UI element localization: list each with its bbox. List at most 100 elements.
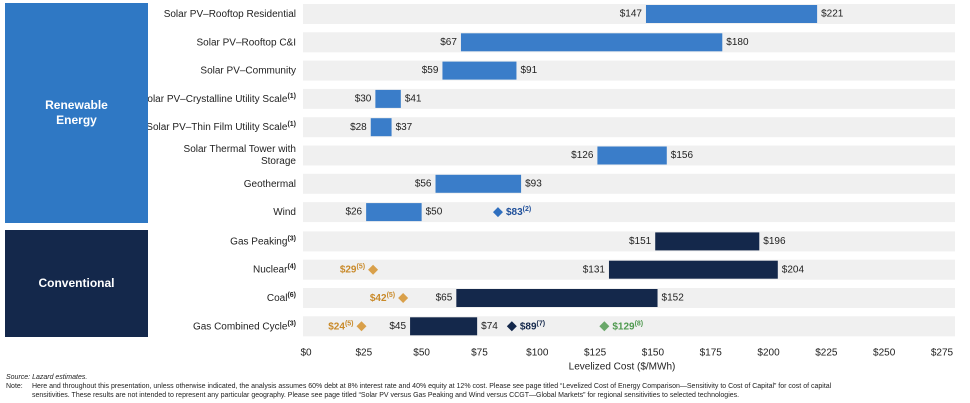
low-label: $59 [422, 65, 439, 76]
marker-label: $42(5) [370, 292, 395, 304]
range-bar [435, 174, 522, 193]
low-label: $65 [436, 293, 453, 304]
row-band [303, 60, 955, 81]
category-label: Solar Thermal Tower with [184, 144, 296, 155]
footnote: (1) [287, 121, 296, 128]
footnote: (2) [523, 206, 532, 213]
category-label: Wind [273, 207, 296, 218]
group-box: Conventional [5, 230, 148, 338]
footnote: (3) [287, 320, 296, 327]
category-text: Solar PV–Crystalline Utility Scale [141, 94, 288, 105]
low-label: $126 [571, 150, 594, 161]
high-label: $74 [481, 321, 498, 332]
marker [599, 321, 610, 332]
group-label: Renewable Energy [45, 98, 108, 128]
high-label: $50 [426, 207, 443, 218]
group-box: Renewable Energy [5, 3, 148, 224]
marker-value: $83 [506, 207, 523, 218]
low-label: $151 [629, 236, 652, 247]
range-bar [460, 33, 723, 52]
marker [398, 293, 409, 303]
marker-value: $129 [612, 321, 635, 332]
x-tick-label: $250 [873, 348, 896, 359]
range-bar [375, 89, 401, 108]
category-label: Solar PV–Thin Film Utility Scale(1) [146, 121, 296, 133]
marker-value: $42 [370, 293, 387, 304]
high-label: $152 [662, 293, 685, 304]
range-bar [597, 146, 667, 165]
x-tick-label: $50 [413, 348, 430, 359]
note-label: Note: [6, 383, 23, 390]
marker-value: $24 [328, 321, 345, 332]
high-label: $93 [525, 178, 542, 189]
high-label: $196 [763, 236, 786, 247]
low-label: $147 [620, 9, 643, 20]
range-bar [645, 5, 818, 23]
category-label: Gas Combined Cycle(3) [193, 320, 296, 332]
marker [356, 321, 367, 332]
footnote: (8) [635, 320, 644, 327]
marker-label: $29(5) [340, 264, 365, 276]
range-bar [608, 260, 778, 279]
range-bar [655, 232, 760, 251]
group-label: Conventional [38, 276, 115, 291]
marker-value: $29 [340, 264, 357, 275]
range-bar [442, 61, 517, 80]
category-text: Wind [273, 207, 296, 218]
category-text: Solar PV–Rooftop Residential [164, 9, 296, 20]
footnote: (3) [287, 235, 296, 242]
low-label: $131 [583, 264, 606, 275]
category-text: Coal [267, 293, 288, 304]
high-label: $221 [821, 9, 844, 20]
high-label: $41 [405, 94, 422, 105]
footnote: (5) [345, 320, 354, 327]
range-bar [366, 203, 422, 222]
x-tick-label: $175 [700, 348, 723, 359]
x-tick-label: $100 [526, 348, 549, 359]
category-label: Solar PV–Community [200, 65, 296, 76]
marker-label: $129(8) [612, 320, 643, 332]
x-tick-label: $275 [931, 348, 954, 359]
range-bar [370, 118, 392, 137]
category-label: Storage [261, 156, 296, 167]
low-label: $26 [345, 207, 362, 218]
marker [506, 321, 517, 332]
source: Source: Lazard estimates. [6, 374, 87, 381]
row-band [303, 88, 955, 109]
category-label: Solar PV–Crystalline Utility Scale(1) [141, 93, 296, 105]
category-text: Solar PV–Thin Film Utility Scale [146, 122, 288, 133]
x-tick-label: $125 [584, 348, 607, 359]
range-bar [456, 289, 658, 307]
footnote: (7) [537, 320, 546, 327]
high-label: $180 [726, 37, 749, 48]
category-text: Gas Peaking [230, 236, 287, 247]
x-tick-label: $25 [355, 348, 372, 359]
row-band [303, 173, 955, 194]
high-label: $156 [671, 150, 694, 161]
x-tick-label: $0 [300, 348, 312, 359]
marker-label: $89(7) [520, 320, 545, 332]
note-line: sensitivities. These results are not int… [32, 392, 739, 399]
category-text: Geothermal [244, 178, 296, 189]
x-tick-label: $225 [815, 348, 838, 359]
row-band [303, 202, 955, 223]
x-tick-label: $75 [471, 348, 488, 359]
row-band [303, 231, 955, 252]
x-tick-label: $150 [642, 348, 665, 359]
low-label: $30 [355, 94, 372, 105]
marker [492, 207, 503, 218]
high-label: $204 [782, 264, 805, 275]
marker [368, 264, 379, 275]
footnote: (4) [287, 264, 296, 271]
category-label: Nuclear(4) [253, 264, 296, 276]
marker-value: $89 [520, 321, 537, 332]
note-line: Here and throughout this presentation, u… [32, 383, 832, 390]
marker-label: $24(5) [328, 320, 353, 332]
category-label: Coal(6) [267, 292, 296, 304]
footnote: (1) [287, 93, 296, 100]
footnote: (6) [287, 292, 296, 299]
category-label: Solar PV–Rooftop C&I [197, 37, 297, 48]
low-label: $28 [350, 122, 367, 133]
